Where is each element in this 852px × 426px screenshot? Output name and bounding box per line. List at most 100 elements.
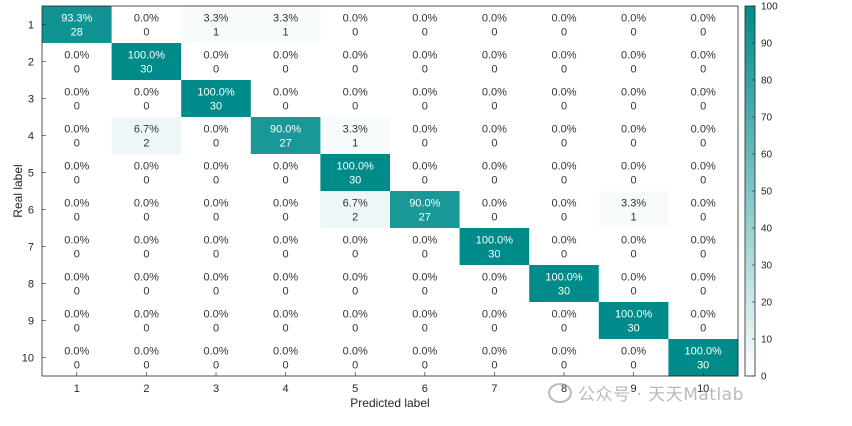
cell-count-label: 0 — [491, 64, 497, 76]
cell-percent-label: 3.3% — [621, 198, 646, 210]
cell-percent-label: 0.0% — [203, 309, 228, 321]
heatmap-cell — [390, 339, 461, 377]
cell-count-label: 0 — [283, 101, 289, 113]
cell-percent-label: 100.0% — [615, 309, 653, 321]
heatmap-cell — [390, 302, 461, 340]
heatmap-cell — [529, 339, 600, 377]
cell-percent-label: 0.0% — [551, 50, 576, 62]
cell-percent-label: 0.0% — [482, 50, 507, 62]
heatmap-cell — [250, 228, 321, 266]
cell-count-label: 0 — [700, 27, 706, 39]
cell-percent-label: 0.0% — [691, 272, 716, 284]
heatmap-cell — [320, 43, 391, 81]
cell-percent-label: 0.0% — [551, 87, 576, 99]
cell-percent-label: 0.0% — [691, 309, 716, 321]
cell-percent-label: 100.0% — [476, 235, 514, 247]
cell-percent-label: 0.0% — [64, 346, 89, 358]
cell-count-label: 30 — [627, 323, 639, 335]
cell-count-label: 30 — [349, 175, 361, 187]
cell-percent-label: 0.0% — [412, 50, 437, 62]
cell-percent-label: 0.0% — [203, 124, 228, 136]
cell-count-label: 0 — [143, 175, 149, 187]
heatmap-cell — [320, 80, 391, 118]
cell-percent-label: 0.0% — [203, 50, 228, 62]
cell-count-label: 0 — [631, 64, 637, 76]
cell-percent-label: 0.0% — [482, 272, 507, 284]
y-tick-label: 5 — [28, 168, 34, 180]
cell-count-label: 0 — [143, 286, 149, 298]
cell-count-label: 0 — [700, 212, 706, 224]
cell-percent-label: 0.0% — [343, 50, 368, 62]
heatmap-cell — [42, 154, 113, 192]
cell-percent-label: 0.0% — [482, 161, 507, 173]
cell-count-label: 0 — [700, 138, 706, 150]
cell-percent-label: 0.0% — [273, 198, 298, 210]
cell-count-label: 0 — [213, 64, 219, 76]
heatmap-cell — [320, 339, 391, 377]
cell-count-label: 0 — [491, 101, 497, 113]
cell-count-label: 0 — [631, 360, 637, 372]
cell-percent-label: 0.0% — [412, 124, 437, 136]
x-tick-label: 10 — [697, 383, 709, 395]
cell-count-label: 30 — [697, 360, 709, 372]
cell-count-label: 0 — [700, 286, 706, 298]
cell-count-label: 0 — [283, 64, 289, 76]
heatmap-cell — [111, 117, 182, 155]
heatmap-cell — [42, 302, 113, 340]
x-tick-label: 2 — [143, 383, 149, 395]
x-tick-label: 6 — [422, 383, 428, 395]
cell-count-label: 0 — [352, 286, 358, 298]
heatmap-cells: 93.3% 28 0.0% 0 3.3% 1 3.3% 1 0.0% 0 0.0% 0 0.0% 0 0.0… — [42, 6, 739, 377]
cell-count-label: 0 — [422, 360, 428, 372]
x-tick-label: 7 — [491, 383, 497, 395]
cell-count-label: 0 — [143, 101, 149, 113]
cell-percent-label: 0.0% — [203, 198, 228, 210]
heatmap-cell — [181, 154, 252, 192]
cell-count-label: 28 — [71, 27, 83, 39]
heatmap-cell — [181, 302, 252, 340]
cell-count-label: 0 — [561, 212, 567, 224]
cell-count-label: 0 — [561, 101, 567, 113]
cell-count-label: 0 — [422, 138, 428, 150]
cell-count-label: 0 — [283, 360, 289, 372]
cell-count-label: 0 — [700, 323, 706, 335]
cell-count-label: 0 — [352, 360, 358, 372]
heatmap-cell — [459, 117, 530, 155]
cell-percent-label: 0.0% — [273, 309, 298, 321]
cell-count-label: 0 — [422, 286, 428, 298]
heatmap-cell — [250, 6, 321, 44]
cell-percent-label: 0.0% — [691, 235, 716, 247]
cell-percent-label: 0.0% — [134, 87, 159, 99]
cell-count-label: 2 — [352, 212, 358, 224]
heatmap-cell — [181, 80, 252, 118]
cell-percent-label: 100.0% — [197, 87, 235, 99]
cell-percent-label: 0.0% — [64, 235, 89, 247]
cell-percent-label: 0.0% — [203, 235, 228, 247]
cell-count-label: 1 — [283, 27, 289, 39]
cell-percent-label: 0.0% — [343, 87, 368, 99]
cell-percent-label: 100.0% — [128, 50, 166, 62]
heatmap-cell — [598, 302, 669, 340]
cell-percent-label: 0.0% — [273, 87, 298, 99]
heatmap-cell — [111, 302, 182, 340]
cell-count-label: 0 — [143, 323, 149, 335]
cell-percent-label: 0.0% — [273, 235, 298, 247]
colorbar-tick-label: 100 — [761, 2, 778, 13]
cell-percent-label: 0.0% — [621, 124, 646, 136]
heatmap-cell — [668, 191, 739, 229]
cell-count-label: 0 — [491, 286, 497, 298]
cell-count-label: 0 — [74, 286, 80, 298]
cell-count-label: 0 — [561, 360, 567, 372]
y-tick-label: 2 — [28, 57, 34, 69]
heatmap-cell — [111, 339, 182, 377]
cell-count-label: 0 — [422, 101, 428, 113]
colorbar-tick-label: 80 — [761, 76, 773, 87]
cell-percent-label: 0.0% — [412, 13, 437, 25]
cell-count-label: 0 — [74, 323, 80, 335]
heatmap-cell — [668, 154, 739, 192]
cell-percent-label: 0.0% — [64, 198, 89, 210]
cell-percent-label: 0.0% — [134, 346, 159, 358]
cell-count-label: 0 — [283, 323, 289, 335]
colorbar-tick-label: 20 — [761, 298, 773, 309]
